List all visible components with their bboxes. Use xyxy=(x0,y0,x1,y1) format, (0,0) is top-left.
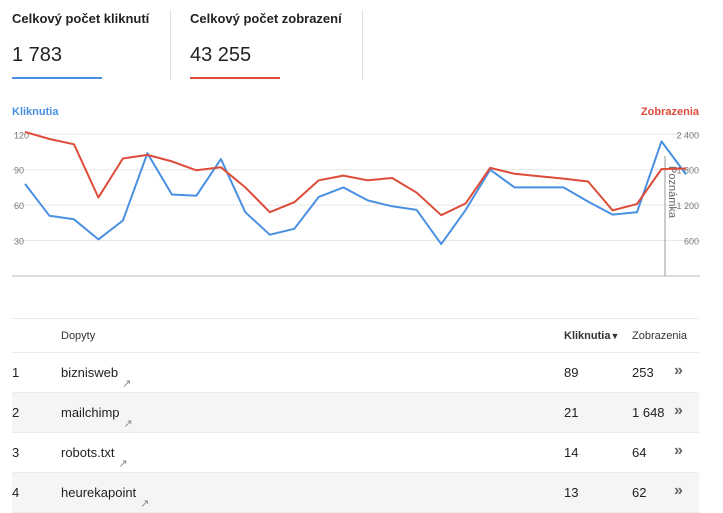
col-impressions-header[interactable]: Zobrazenia xyxy=(632,330,688,342)
metric-impressions-label: Celkový počet zobrazení xyxy=(190,11,342,26)
right-tick-label: 600 xyxy=(684,237,699,247)
metric-clicks-value: 1 783 xyxy=(12,44,63,66)
metric-impressions-value: 43 255 xyxy=(190,44,252,66)
query-text: biznisweb xyxy=(61,365,119,380)
left-tick-label: 90 xyxy=(14,166,24,176)
metric-impressions-underline xyxy=(190,77,280,79)
row-impressions: 253 xyxy=(632,365,654,380)
row-clicks: 21 xyxy=(564,405,579,420)
metrics-bar: Celkový počet kliknutí 1 783 Celkový poč… xyxy=(0,0,723,90)
col-clicks-header[interactable]: Kliknutia▼ xyxy=(564,330,619,342)
row-index: 4 xyxy=(12,485,20,500)
queries-table: Dopyty Kliknutia▼ Zobrazenia 1 biznisweb… xyxy=(12,318,699,513)
col-clicks-label: Kliknutia xyxy=(564,330,611,342)
performance-chart: Kliknutia Zobrazenia 30 60 90 120 600 1 200 1 … xyxy=(0,96,723,296)
row-impressions: 62 xyxy=(632,485,647,500)
external-link-icon[interactable]: ↗ xyxy=(140,498,150,510)
left-tick-label: 30 xyxy=(14,237,24,247)
row-impressions: 1 648 xyxy=(632,405,665,420)
legend-clicks: Kliknutia xyxy=(12,106,59,118)
metric-clicks[interactable]: Celkový počet kliknutí 1 783 xyxy=(12,0,167,80)
table-row[interactable]: 2 mailchimp ↗ 21 1 648 » xyxy=(12,393,699,433)
left-tick-label: 60 xyxy=(14,201,24,211)
legend-impressions: Zobrazenia xyxy=(640,106,699,118)
row-index: 3 xyxy=(12,445,20,460)
right-tick-label: 1 200 xyxy=(676,201,699,211)
series-line-impressions xyxy=(24,130,687,217)
row-query[interactable]: mailchimp ↗ xyxy=(61,405,133,430)
row-clicks: 89 xyxy=(564,365,579,380)
table-row[interactable]: 4 heurekapoint ↗ 13 62 » xyxy=(12,473,699,513)
right-tick-label: 1 800 xyxy=(676,166,699,176)
sort-desc-icon: ▼ xyxy=(610,331,620,341)
table-row[interactable]: 1 biznisweb ↗ 89 253 » xyxy=(12,353,699,393)
expand-chevron-icon[interactable]: » xyxy=(674,442,683,459)
row-clicks: 14 xyxy=(564,445,579,460)
metric-clicks-label: Celkový počet kliknutí xyxy=(12,11,150,26)
query-text: heurekapoint xyxy=(61,485,137,500)
series-line-clicks xyxy=(24,140,687,246)
external-link-icon[interactable]: ↗ xyxy=(122,378,132,390)
external-link-icon[interactable]: ↗ xyxy=(123,418,133,430)
metric-divider xyxy=(362,10,363,80)
right-tick-label: 2 400 xyxy=(676,130,699,140)
table-header: Dopyty Kliknutia▼ Zobrazenia xyxy=(12,318,699,353)
expand-chevron-icon[interactable]: » xyxy=(674,482,683,499)
metric-impressions[interactable]: Celkový počet zobrazení 43 255 xyxy=(190,0,360,80)
expand-chevron-icon[interactable]: » xyxy=(674,402,683,419)
left-tick-label: 120 xyxy=(14,130,29,140)
query-text: robots.txt xyxy=(61,445,115,460)
row-clicks: 13 xyxy=(564,485,579,500)
metric-clicks-underline xyxy=(12,77,102,79)
row-impressions: 64 xyxy=(632,445,647,460)
row-query[interactable]: biznisweb ↗ xyxy=(61,365,131,390)
metric-divider xyxy=(170,10,171,80)
row-index: 2 xyxy=(12,405,20,420)
row-index: 1 xyxy=(12,365,20,380)
external-link-icon[interactable]: ↗ xyxy=(118,458,128,470)
expand-chevron-icon[interactable]: » xyxy=(674,362,683,379)
col-query-header[interactable]: Dopyty xyxy=(61,330,96,342)
annotation-label: Poznámka xyxy=(666,166,678,219)
chart-plot[interactable]: 30 60 90 120 600 1 200 1 800 2 400 Poznámka xyxy=(0,96,723,296)
row-query[interactable]: robots.txt ↗ xyxy=(61,445,128,470)
query-text: mailchimp xyxy=(61,405,120,420)
table-row[interactable]: 3 robots.txt ↗ 14 64 » xyxy=(12,433,699,473)
row-query[interactable]: heurekapoint ↗ xyxy=(61,485,149,510)
